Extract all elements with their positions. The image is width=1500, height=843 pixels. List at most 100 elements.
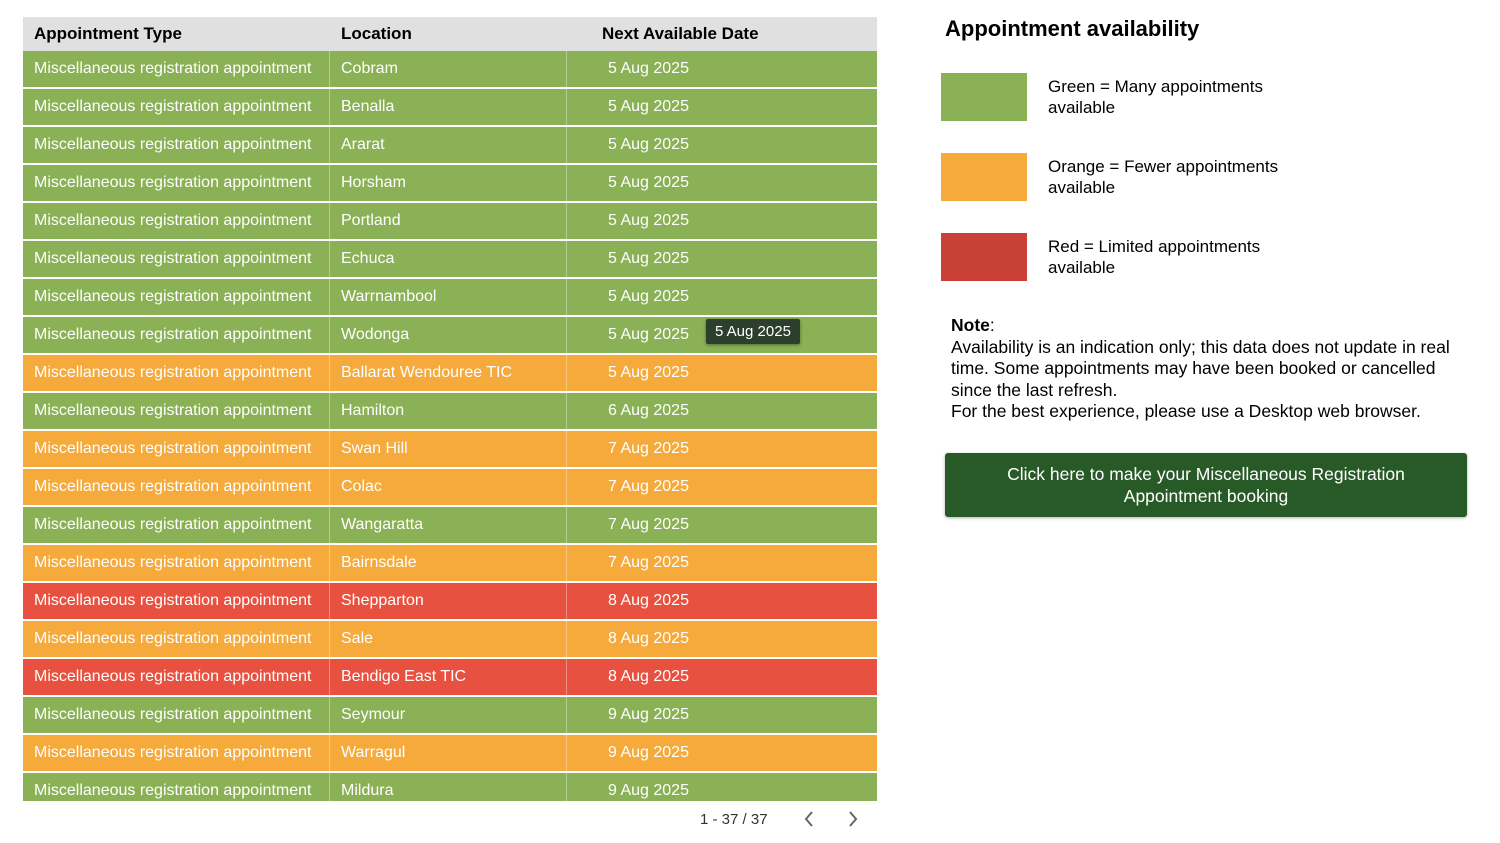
legend-text-green: Green = Many appointments available: [1048, 77, 1263, 117]
cell-location: Echuca: [330, 241, 567, 277]
cell-location: Warrnambool: [330, 279, 567, 315]
table-row[interactable]: Miscellaneous registration appointment Co…: [23, 469, 877, 505]
cell-appointment-type: Miscellaneous registration appointment: [23, 165, 330, 201]
cell-location: Ararat: [330, 127, 567, 163]
cell-location: Sale: [330, 621, 567, 657]
table-body: Miscellaneous registration appointment Co…: [23, 51, 877, 801]
cell-location: Wodonga: [330, 317, 567, 353]
legend-swatch-red: [941, 233, 1027, 281]
cell-location: Colac: [330, 469, 567, 505]
cell-next-available-date: 8 Aug 2025: [608, 630, 689, 647]
make-booking-button-label: Click here to make your Miscellaneous Re…: [1007, 464, 1405, 506]
cell-location: Ballarat Wendouree TIC: [330, 355, 567, 391]
cell-location: Horsham: [330, 165, 567, 201]
cell-next-available-date: 5 Aug 2025: [608, 212, 689, 229]
legend-swatch-green: [941, 73, 1027, 121]
legend-text-red: Red = Limited appointments available: [1048, 237, 1261, 277]
cell-appointment-type: Miscellaneous registration appointment: [23, 697, 330, 733]
table-row[interactable]: Miscellaneous registration appointment Po…: [23, 203, 877, 239]
legend-item-red: Red = Limited appointments available: [941, 233, 1308, 281]
table-row[interactable]: Miscellaneous registration appointment Mi…: [23, 773, 877, 801]
cell-location: Bendigo East TIC: [330, 659, 567, 695]
cell-appointment-type: Miscellaneous registration appointment: [23, 317, 330, 353]
chevron-right-icon[interactable]: [842, 808, 864, 830]
table-row[interactable]: Miscellaneous registration appointment Wa…: [23, 507, 877, 543]
cell-appointment-type: Miscellaneous registration appointment: [23, 507, 330, 543]
cell-next-available-date: 8 Aug 2025: [608, 592, 689, 609]
cell-next-available-date: 7 Aug 2025: [608, 554, 689, 571]
table-row[interactable]: Miscellaneous registration appointment Ar…: [23, 127, 877, 163]
legend-title: Appointment availability: [945, 16, 1200, 41]
table-row[interactable]: Miscellaneous registration appointment Ba…: [23, 355, 877, 391]
note-label: Note: [951, 315, 990, 335]
cell-appointment-type: Miscellaneous registration appointment: [23, 431, 330, 467]
cell-appointment-type: Miscellaneous registration appointment: [23, 279, 330, 315]
cell-next-available-date: 7 Aug 2025: [608, 478, 689, 495]
table-row[interactable]: Miscellaneous registration appointment Wa…: [23, 735, 877, 771]
cell-appointment-type: Miscellaneous registration appointment: [23, 89, 330, 125]
cell-next-available-date: 8 Aug 2025: [608, 668, 689, 685]
cell-location: Shepparton: [330, 583, 567, 619]
legend-swatch-orange: [941, 153, 1027, 201]
cell-appointment-type: Miscellaneous registration appointment: [23, 773, 330, 801]
header-location[interactable]: Location: [341, 24, 412, 43]
cell-location: Portland: [330, 203, 567, 239]
table-row[interactable]: Miscellaneous registration appointment Se…: [23, 697, 877, 733]
cell-appointment-type: Miscellaneous registration appointment: [23, 127, 330, 163]
table-row[interactable]: Miscellaneous registration appointment Be…: [23, 89, 877, 125]
cell-next-available-date: 7 Aug 2025: [608, 440, 689, 457]
cell-location: Mildura: [330, 773, 567, 801]
cell-appointment-type: Miscellaneous registration appointment: [23, 659, 330, 695]
table-row[interactable]: Miscellaneous registration appointment Co…: [23, 51, 877, 87]
cell-location: Bairnsdale: [330, 545, 567, 581]
table-row[interactable]: Miscellaneous registration appointment Wa…: [23, 279, 877, 315]
cell-appointment-type: Miscellaneous registration appointment: [23, 621, 330, 657]
cell-next-available-date: 9 Aug 2025: [608, 706, 689, 723]
table-row[interactable]: Miscellaneous registration appointment Sw…: [23, 431, 877, 467]
cell-next-available-date: 5 Aug 2025: [608, 98, 689, 115]
cell-appointment-type: Miscellaneous registration appointment: [23, 241, 330, 277]
note-text: Availability is an indication only; this…: [951, 336, 1450, 400]
cell-appointment-type: Miscellaneous registration appointment: [23, 203, 330, 239]
cell-appointment-type: Miscellaneous registration appointment: [23, 735, 330, 771]
legend-item-orange: Orange = Fewer appointments available: [941, 153, 1308, 201]
table-row[interactable]: Miscellaneous registration appointment Ho…: [23, 165, 877, 201]
legend-text-orange: Orange = Fewer appointments available: [1048, 157, 1279, 197]
cell-next-available-date: 5 Aug 2025: [608, 250, 689, 267]
cell-location: Warragul: [330, 735, 567, 771]
cell-next-available-date: 5 Aug 2025: [608, 60, 689, 77]
cell-next-available-date: 9 Aug 2025: [608, 744, 689, 761]
table-row[interactable]: Miscellaneous registration appointment Ha…: [23, 393, 877, 429]
cell-appointment-type: Miscellaneous registration appointment: [23, 355, 330, 391]
table-row[interactable]: Miscellaneous registration appointment Be…: [23, 659, 877, 695]
cell-next-available-date: 5 Aug 2025: [608, 364, 689, 381]
table-row[interactable]: Miscellaneous registration appointment Sa…: [23, 621, 877, 657]
table-row[interactable]: Miscellaneous registration appointment Ba…: [23, 545, 877, 581]
cell-location: Swan Hill: [330, 431, 567, 467]
cell-next-available-date: 5 Aug 2025: [608, 326, 689, 343]
table-header: Appointment Type Location Next Available…: [23, 17, 877, 51]
cell-appointment-type: Miscellaneous registration appointment: [23, 51, 330, 87]
table-row[interactable]: Miscellaneous registration appointment Sh…: [23, 583, 877, 619]
date-tooltip: 5 Aug 2025: [706, 319, 800, 344]
appointment-table: Appointment Type Location Next Available…: [23, 17, 877, 801]
cell-next-available-date: 5 Aug 2025: [608, 136, 689, 153]
note: Note: Availability is an indication only…: [951, 315, 1481, 423]
cell-next-available-date: 5 Aug 2025: [608, 174, 689, 191]
cell-appointment-type: Miscellaneous registration appointment: [23, 583, 330, 619]
cell-location: Cobram: [330, 51, 567, 87]
table-row[interactable]: Miscellaneous registration appointment Ec…: [23, 241, 877, 277]
cell-next-available-date: 6 Aug 2025: [608, 402, 689, 419]
pagination: 1 - 37 / 37: [700, 808, 886, 830]
cell-appointment-type: Miscellaneous registration appointment: [23, 469, 330, 505]
cell-appointment-type: Miscellaneous registration appointment: [23, 545, 330, 581]
chevron-left-icon[interactable]: [798, 808, 820, 830]
cell-location: Hamilton: [330, 393, 567, 429]
header-next-available-date[interactable]: Next Available Date: [602, 24, 759, 43]
make-booking-button[interactable]: Click here to make your Miscellaneous Re…: [945, 453, 1467, 517]
cell-location: Wangaratta: [330, 507, 567, 543]
pagination-count: 1 - 37 / 37: [700, 810, 768, 828]
cell-next-available-date: 5 Aug 2025: [608, 288, 689, 305]
header-appointment-type[interactable]: Appointment Type: [34, 24, 182, 43]
cell-appointment-type: Miscellaneous registration appointment: [23, 393, 330, 429]
